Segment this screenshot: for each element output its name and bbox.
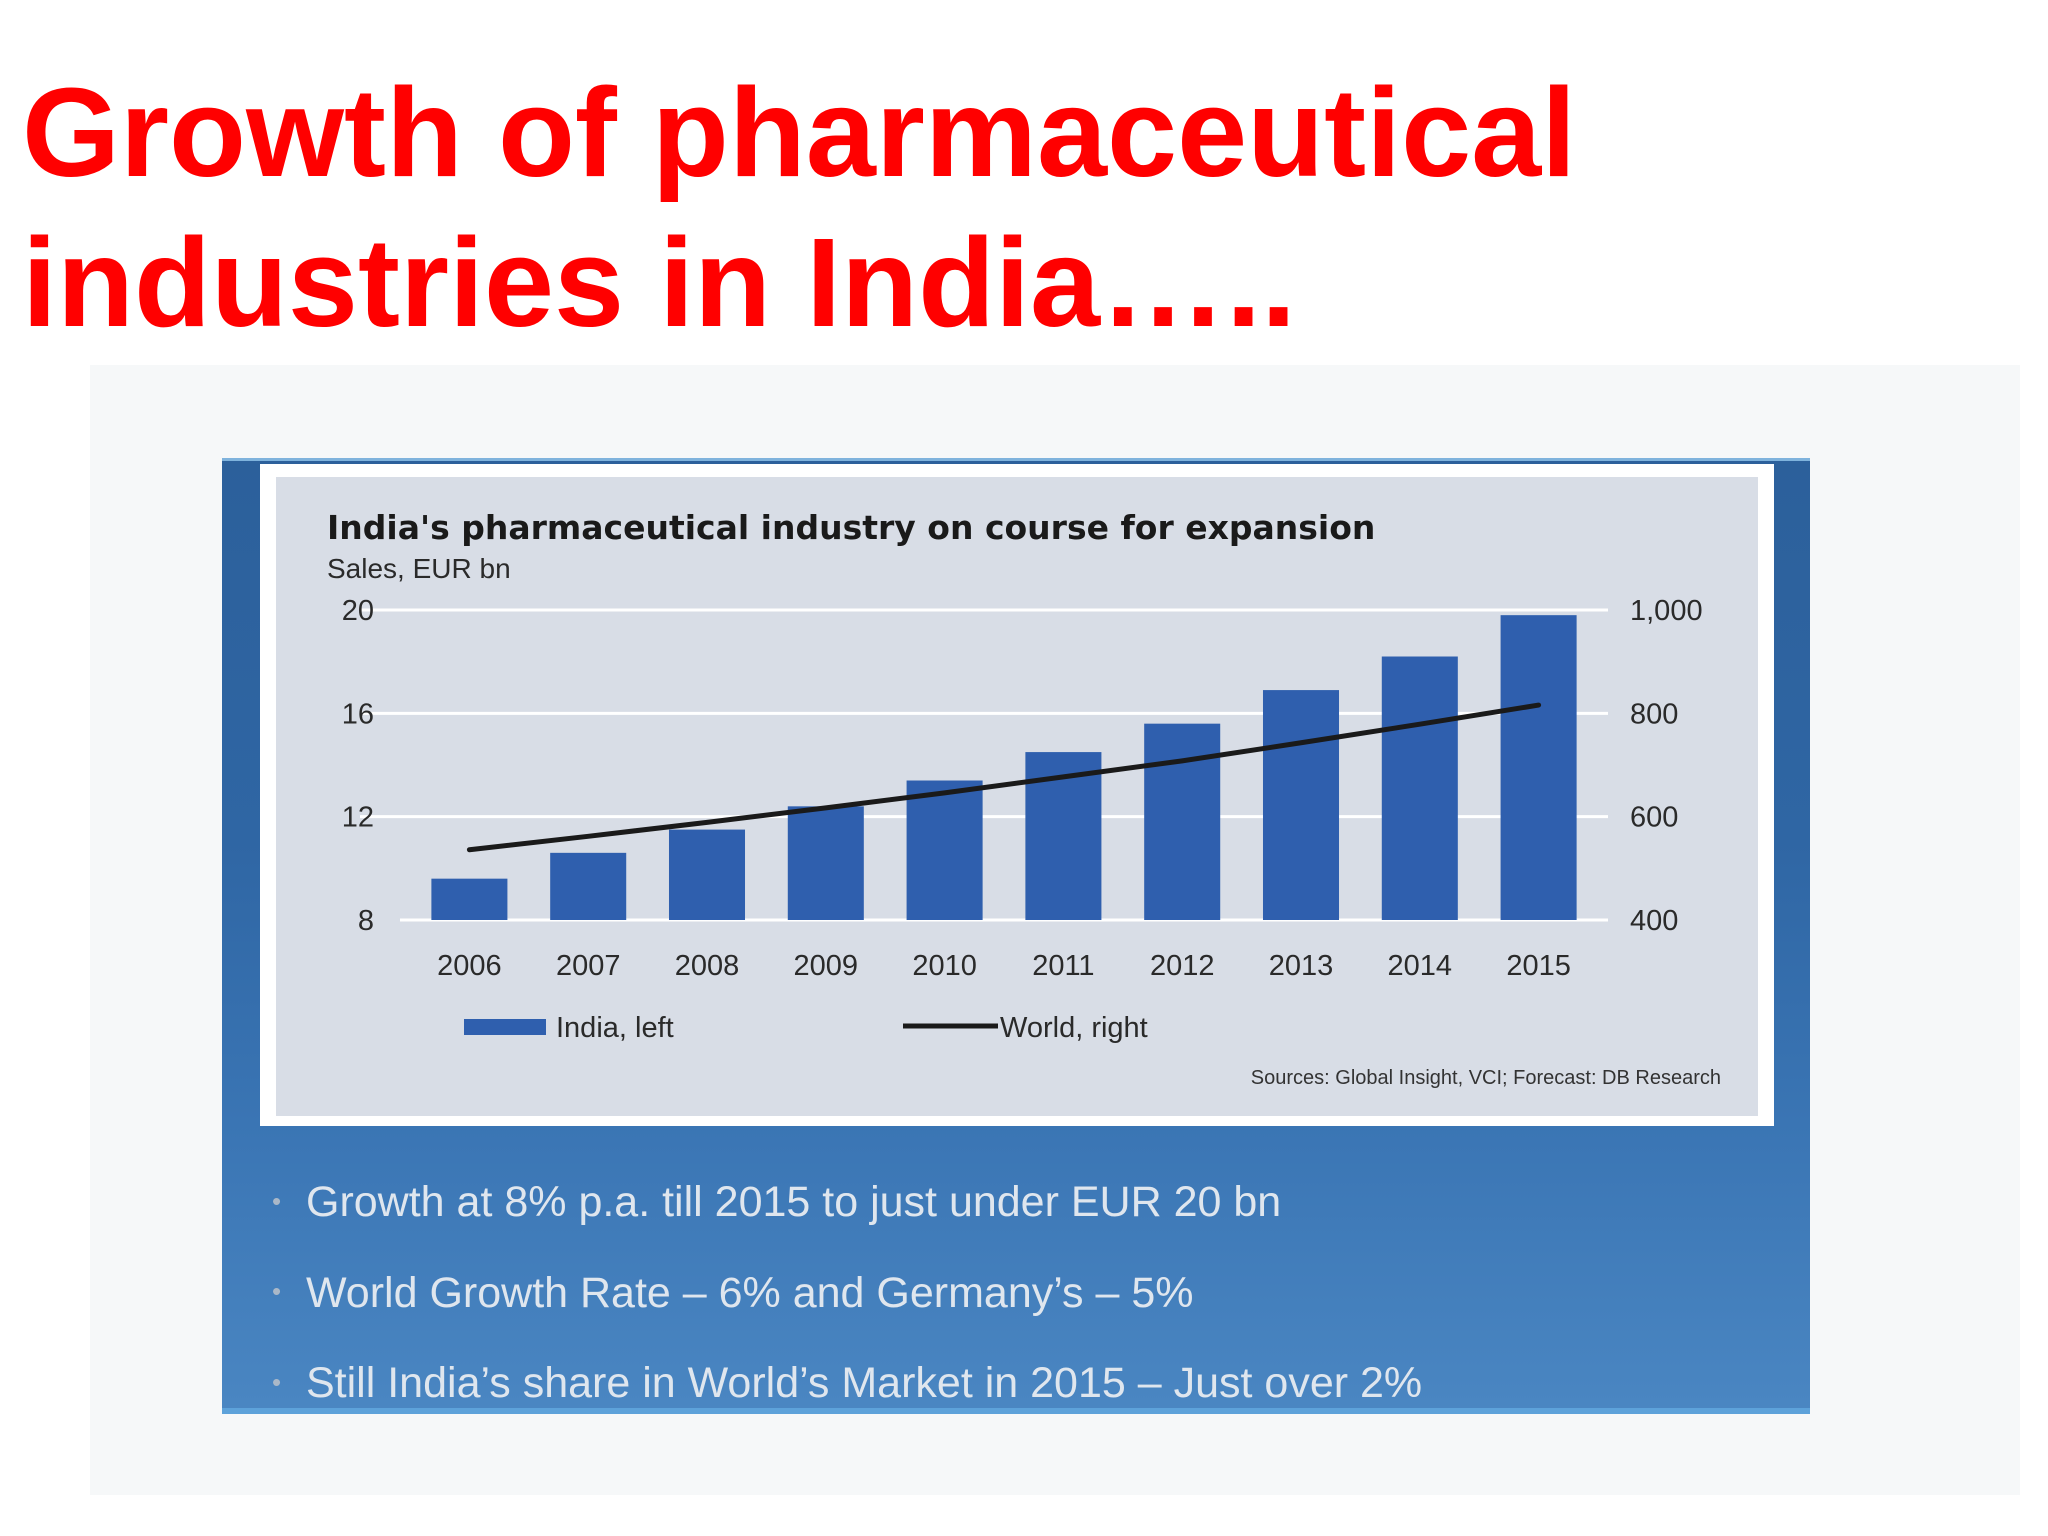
bar-india-2006	[431, 878, 508, 920]
x-tick-label: 2011	[1032, 950, 1094, 982]
left-tick-label: 8	[358, 905, 374, 937]
chart-frame: India's pharmaceutical industry on cours…	[260, 464, 1774, 1126]
bar-india-2012	[1144, 723, 1221, 920]
x-axis-ticks: 2006 2007 2008 2009 2010 2011 2012 2013 2014 2015	[437, 950, 1571, 982]
world-line-group	[466, 702, 1542, 853]
left-tick-label: 16	[342, 698, 374, 730]
x-tick-label: 2015	[1506, 950, 1571, 982]
x-tick-label: 2007	[556, 950, 621, 982]
bullet-item: • World Growth Rate – 6% and Germany’s – …	[272, 1249, 1792, 1340]
right-tick-label: 600	[1630, 802, 1678, 834]
slide-title-line-1: Growth of pharmaceutical	[22, 62, 1577, 203]
legend: India, left World, right	[464, 1012, 1148, 1044]
bullet-text: Still India’s share in World’s Market in…	[306, 1359, 1423, 1408]
chart-source: Sources: Global Insight, VCI; Forecast: …	[1251, 1067, 1721, 1089]
right-tick-label: 400	[1630, 905, 1678, 937]
bar-india-2007	[550, 852, 627, 920]
right-axis-ticks: 1,000 800 600 400	[1630, 595, 1703, 937]
chart-subtitle: Sales, EUR bn	[327, 553, 511, 584]
x-tick-label: 2009	[794, 950, 859, 982]
bar-india-2013	[1262, 690, 1340, 920]
bullet-text: Growth at 8% p.a. till 2015 to just unde…	[306, 1178, 1282, 1226]
right-tick-label: 800	[1630, 698, 1678, 730]
bullet-dot-icon: •	[272, 1276, 282, 1307]
x-tick-label: 2008	[675, 950, 740, 982]
legend-india-label: India, left	[556, 1012, 674, 1044]
chart: India's pharmaceutical industry on cours…	[276, 477, 1758, 1116]
legend-india-swatch	[464, 1019, 546, 1035]
x-tick-label: 2013	[1269, 950, 1334, 982]
bullet-item: • Growth at 8% p.a. till 2015 to just und…	[272, 1158, 1792, 1249]
bar-india-2014	[1381, 656, 1458, 920]
slide-title-line-2: industries in India…..	[22, 212, 1297, 353]
bar-india-2009	[787, 806, 864, 920]
bullet-dot-icon: •	[272, 1185, 282, 1216]
x-tick-label: 2010	[912, 950, 977, 982]
left-tick-label: 20	[342, 595, 374, 627]
bar-india-2008	[668, 829, 746, 920]
x-tick-label: 2012	[1150, 950, 1215, 982]
bullet-dot-icon: •	[272, 1366, 282, 1397]
x-tick-label: 2014	[1388, 950, 1453, 982]
slide-title: Growth of pharmaceutical industries in I…	[22, 58, 1722, 358]
bullet-item: • Still India’s share in World’s Market i…	[272, 1339, 1792, 1430]
chart-title: India's pharmaceutical industry on cours…	[327, 508, 1375, 547]
bar-india-2010	[906, 780, 983, 920]
x-tick-label: 2006	[437, 950, 502, 982]
left-tick-label: 12	[342, 802, 374, 834]
bullet-text: World Growth Rate – 6% and Germany’s – 5…	[306, 1268, 1194, 1317]
left-axis-ticks: 20 16 12 8	[342, 595, 374, 937]
right-tick-label: 1,000	[1630, 595, 1703, 627]
bullet-list: • Growth at 8% p.a. till 2015 to just und…	[272, 1158, 1792, 1430]
legend-world-label: World, right	[1000, 1012, 1148, 1044]
world-line	[466, 702, 1542, 853]
bar-india-2015	[1500, 615, 1577, 920]
